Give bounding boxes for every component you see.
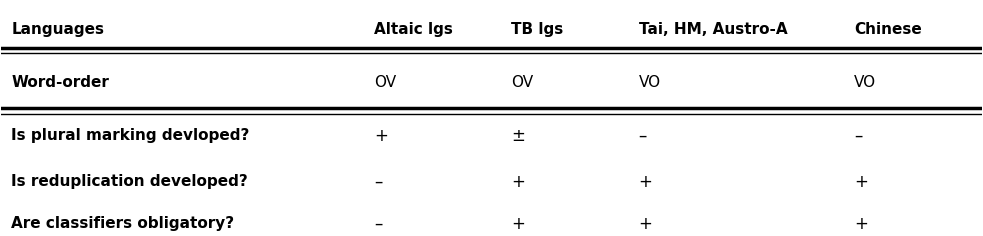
Text: Is plural marking devloped?: Is plural marking devloped?: [11, 128, 250, 143]
Text: +: +: [854, 173, 868, 191]
Text: –: –: [374, 215, 382, 233]
Text: +: +: [374, 127, 387, 145]
Text: +: +: [639, 215, 653, 233]
Text: Altaic lgs: Altaic lgs: [374, 22, 453, 37]
Text: TB lgs: TB lgs: [511, 22, 563, 37]
Text: OV: OV: [511, 75, 533, 90]
Text: –: –: [854, 127, 862, 145]
Text: Languages: Languages: [11, 22, 104, 37]
Text: –: –: [639, 127, 647, 145]
Text: +: +: [639, 173, 653, 191]
Text: +: +: [511, 173, 525, 191]
Text: OV: OV: [374, 75, 396, 90]
Text: Word-order: Word-order: [11, 75, 109, 90]
Text: ±: ±: [511, 127, 525, 145]
Text: Chinese: Chinese: [854, 22, 922, 37]
Text: Is reduplication developed?: Is reduplication developed?: [11, 174, 248, 190]
Text: +: +: [511, 215, 525, 233]
Text: VO: VO: [639, 75, 661, 90]
Text: –: –: [374, 173, 382, 191]
Text: Tai, HM, Austro-A: Tai, HM, Austro-A: [639, 22, 787, 37]
Text: +: +: [854, 215, 868, 233]
Text: VO: VO: [854, 75, 876, 90]
Text: Are classifiers obligatory?: Are classifiers obligatory?: [11, 216, 234, 231]
